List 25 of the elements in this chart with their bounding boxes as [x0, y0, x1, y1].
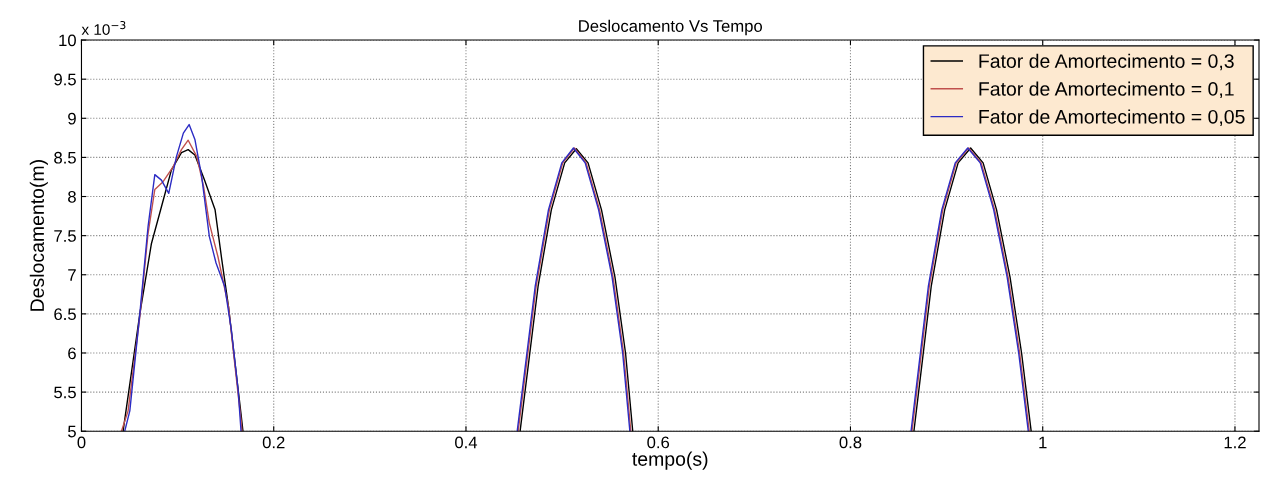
- y-tick-label: 9: [68, 112, 76, 125]
- x-axis-title: tempo(s): [632, 451, 708, 470]
- legend-label: Fator de Amortecimento = 0,05: [979, 109, 1245, 126]
- y-tick-label: 6: [68, 347, 76, 360]
- y-tick-label: 8.5: [54, 151, 76, 164]
- x-tick-label: 0.2: [262, 436, 285, 449]
- x-tick-label: 0.8: [839, 436, 862, 449]
- x-tick-label: 0.6: [647, 436, 670, 449]
- x-tick-label: 0.4: [455, 436, 478, 449]
- text: x 10$^{−3}$: [81, 21, 126, 35]
- y-tick-label: 7: [68, 269, 76, 281]
- legend-label: Fator de Amortecimento = 0,3: [979, 53, 1234, 71]
- chart-title: Deslocamento Vs Tempo: [579, 19, 763, 36]
- x-tick-label: 1.2: [1224, 436, 1246, 449]
- x-tick-label: 0: [77, 436, 86, 449]
- y-tick-label: 5: [68, 425, 76, 438]
- y-tick-label: 5.5: [54, 386, 76, 399]
- y-tick-label: 10: [59, 34, 76, 47]
- legend-label: Fator de Amortecimento = 0,1: [979, 81, 1234, 99]
- y-tick-label: 8: [68, 190, 76, 203]
- y-tick-label: 9.5: [54, 73, 76, 86]
- y-axis-title: Deslocamento(m): [29, 160, 48, 311]
- y-tick-label: 6.5: [54, 308, 76, 321]
- y-tick-label: 7.5: [54, 230, 76, 242]
- x-tick-label: 1: [1039, 436, 1047, 449]
